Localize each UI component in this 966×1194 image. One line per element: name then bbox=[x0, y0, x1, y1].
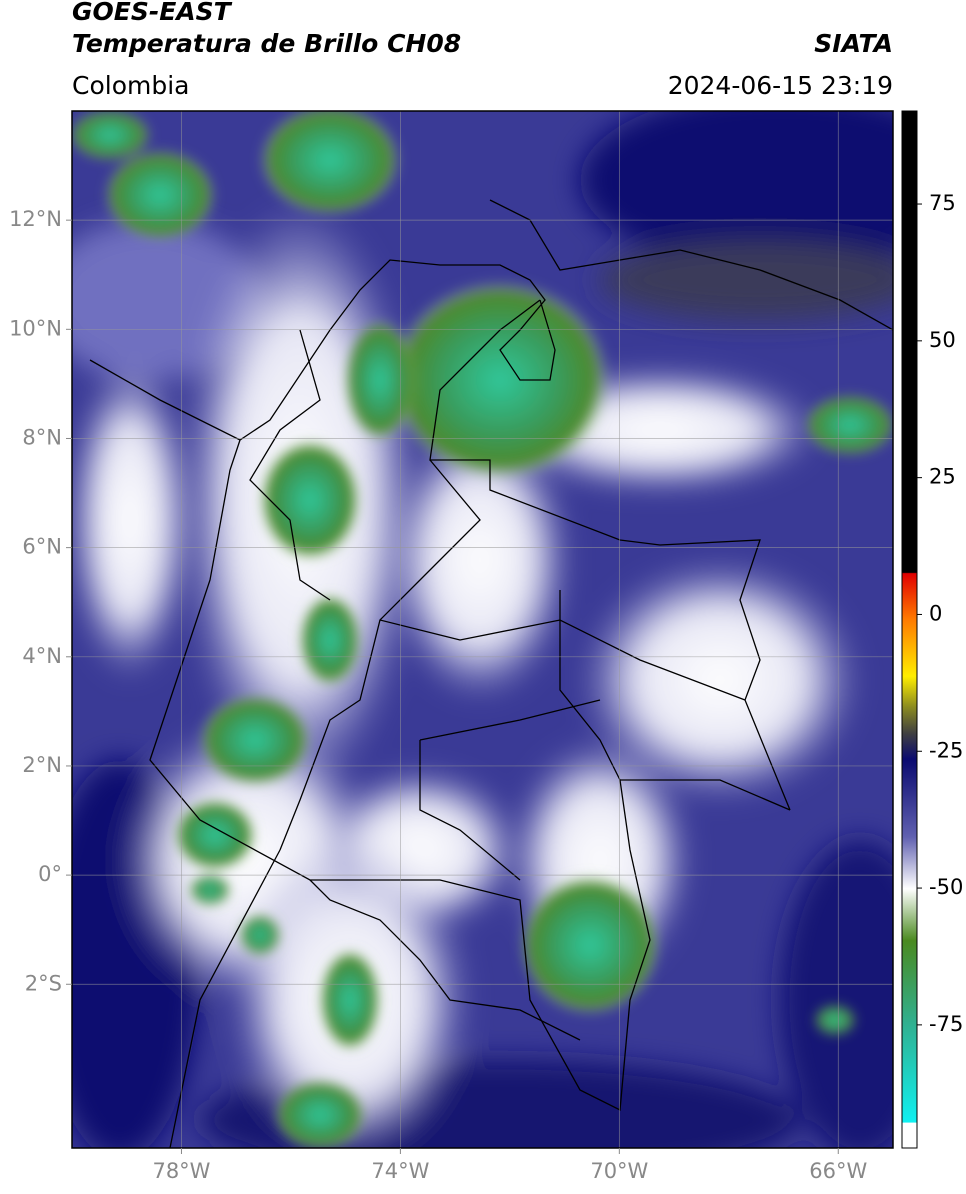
x-tick-label: 74°W bbox=[371, 1159, 429, 1183]
satellite-image bbox=[72, 111, 893, 1148]
source: SIATA bbox=[814, 29, 893, 58]
y-tick-label: 8°N bbox=[22, 425, 62, 449]
colorbar-tick-label: -25 bbox=[929, 738, 963, 762]
colorbar-tick-label: -50 bbox=[929, 875, 963, 899]
y-tick-label: 12°N bbox=[9, 207, 62, 231]
map-frame bbox=[71, 110, 894, 1149]
y-tick-label: 0° bbox=[38, 862, 62, 886]
x-tick-label: 66°W bbox=[809, 1159, 867, 1183]
title: GOES-EAST bbox=[72, 0, 233, 26]
y-tick-label: 2°S bbox=[25, 971, 62, 995]
colorbar-tick-label: 25 bbox=[929, 465, 956, 489]
colorbar bbox=[901, 110, 918, 1149]
x-tick-label: 70°W bbox=[590, 1159, 648, 1183]
subtitle: Temperatura de Brillo CH08 bbox=[72, 29, 461, 58]
x-tick-label: 78°W bbox=[152, 1159, 210, 1183]
y-tick-label: 6°N bbox=[22, 535, 62, 559]
grid bbox=[72, 111, 893, 1148]
region: Colombia bbox=[72, 71, 189, 100]
y-tick-label: 10°N bbox=[9, 316, 62, 340]
colorbar-tick-label: 0 bbox=[929, 601, 942, 625]
colorbar-tick-label: 50 bbox=[929, 328, 956, 352]
colorbar-tick-label: -75 bbox=[929, 1012, 963, 1036]
colorbar-tick-label: 75 bbox=[929, 191, 956, 215]
boundaries bbox=[89, 199, 893, 1148]
datetime: 2024-06-15 23:19 bbox=[668, 71, 893, 100]
y-tick-label: 2°N bbox=[22, 753, 62, 777]
y-tick-label: 4°N bbox=[22, 644, 62, 668]
